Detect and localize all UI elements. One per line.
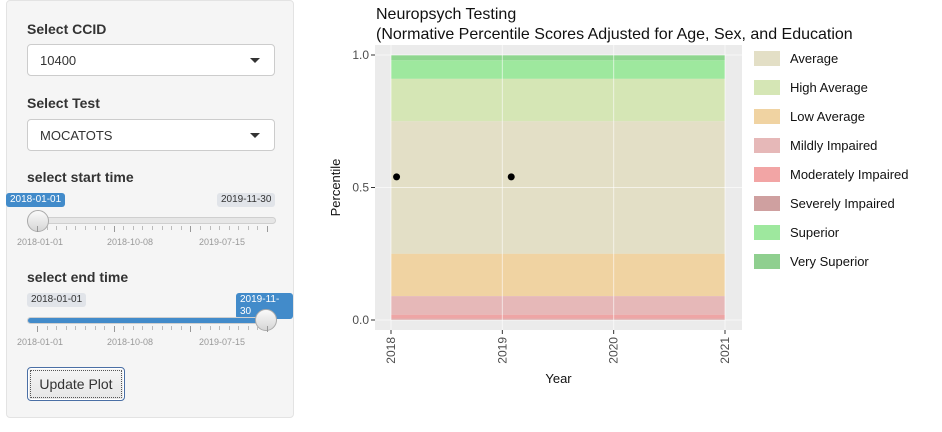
data-point — [507, 173, 515, 181]
band-low-average — [391, 253, 725, 297]
band-severely-impaired — [391, 318, 725, 320]
chart-axes: 0.0 0.5 1.0 2018 2019 2020 2021 Year Percentile — [328, 48, 732, 386]
legend-label: Low Average — [790, 109, 865, 124]
y-axis-title: Percentile — [328, 159, 343, 217]
end-slider-handle[interactable] — [255, 309, 277, 331]
chart-grid — [375, 45, 742, 330]
test-label: Select Test — [27, 95, 100, 111]
test-value: MOCATOTS — [40, 128, 113, 143]
start-time-label: select start time — [27, 169, 134, 185]
end-slider-track[interactable] — [27, 317, 276, 324]
legend-item: High Average — [754, 77, 942, 97]
legend-label: Moderately Impaired — [790, 167, 909, 182]
band-mildly-impaired — [391, 296, 725, 315]
chart-bands — [375, 45, 742, 330]
legend-key — [754, 254, 780, 269]
start-slider-track[interactable] — [27, 217, 276, 224]
end-tick-label: 2019-07-15 — [199, 337, 246, 347]
band-average — [391, 121, 725, 254]
start-slider-handle[interactable] — [27, 210, 49, 232]
legend-key — [754, 109, 780, 124]
band-moderately-impaired — [391, 314, 725, 319]
legend-item: Low Average — [754, 106, 942, 126]
end-tick-label: 2018-01-01 — [17, 337, 64, 347]
plot-panel — [375, 45, 742, 330]
legend-label: Severely Impaired — [790, 196, 895, 211]
legend-item: Severely Impaired — [754, 193, 942, 213]
x-tick-label: 2020 — [607, 337, 621, 364]
end-tick-label: 2018-10-08 — [107, 337, 154, 347]
end-time-label: select end time — [27, 269, 129, 285]
legend-key — [754, 80, 780, 95]
start-slider-ticks — [37, 226, 268, 232]
y-tick-label: 1.0 — [352, 48, 369, 62]
end-slider-value-badge: 2019-11-30 — [236, 293, 293, 319]
band-very-superior — [391, 55, 725, 61]
plot-subtitle: (Normative Percentile Scores Adjusted fo… — [376, 26, 853, 43]
legend-key — [754, 196, 780, 211]
plot-title: Neuropsych Testing — [376, 6, 517, 23]
ccid-label: Select CCID — [27, 21, 107, 37]
chevron-down-icon — [250, 58, 260, 63]
start-tick-label: 2018-01-01 — [17, 237, 64, 247]
x-tick-label: 2019 — [495, 337, 509, 364]
legend-label: Average — [790, 51, 839, 66]
legend-key — [754, 51, 780, 66]
legend-key — [754, 138, 780, 153]
data-point — [393, 173, 401, 181]
legend-item: Moderately Impaired — [754, 164, 942, 184]
end-slider-range-fill — [28, 318, 275, 323]
x-axis-title: Year — [545, 371, 572, 386]
band-high-average — [391, 78, 725, 122]
legend-key — [754, 167, 780, 182]
start-tick-label: 2019-07-15 — [199, 237, 246, 247]
y-tick-label: 0.5 — [352, 181, 369, 195]
test-select[interactable]: MOCATOTS — [27, 119, 275, 151]
start-slider-max-badge: 2019-11-30 — [217, 193, 276, 207]
legend-label: High Average — [790, 80, 868, 95]
legend-item: Average — [754, 48, 942, 68]
chevron-down-icon — [250, 133, 260, 138]
legend-label: Mildly Impaired — [790, 138, 878, 153]
end-slider-min-badge: 2018-01-01 — [27, 293, 87, 307]
ccid-value: 10400 — [40, 53, 77, 68]
end-slider-ticks — [37, 326, 268, 332]
chart-points — [393, 173, 515, 181]
start-tick-label: 2018-10-08 — [107, 237, 154, 247]
legend-label: Superior — [790, 225, 840, 240]
legend-item: Very Superior — [754, 251, 942, 271]
legend-item: Mildly Impaired — [754, 135, 942, 155]
legend-item: Superior — [754, 222, 942, 242]
start-slider-value-badge: 2018-01-01 — [6, 193, 66, 207]
legend-key — [754, 225, 780, 240]
band-superior — [391, 60, 725, 79]
ccid-select[interactable]: 10400 — [27, 44, 275, 76]
y-tick-label: 0.0 — [352, 313, 369, 327]
update-plot-button[interactable]: Update Plot — [27, 367, 125, 401]
x-tick-label: 2021 — [718, 337, 732, 364]
x-tick-label: 2018 — [384, 337, 398, 364]
sidebar-panel: Select CCID 10400 Select Test MOCATOTS s… — [6, 0, 294, 418]
legend-label: Very Superior — [790, 254, 869, 269]
